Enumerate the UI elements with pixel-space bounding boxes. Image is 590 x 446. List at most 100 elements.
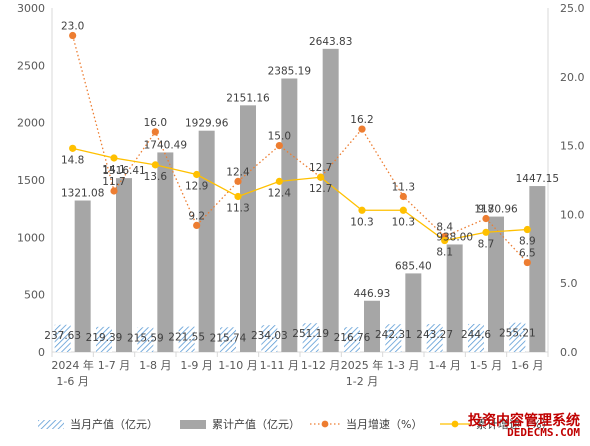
point-cumulative-growth: [193, 170, 201, 179]
y-left-tick-label: 1000: [17, 231, 45, 244]
x-tick-label: 1-5 月: [470, 359, 502, 372]
bar-monthly-output: [96, 326, 112, 352]
x-tick-label: 1-2 月: [346, 375, 378, 388]
bar-cumulative-output: [116, 178, 132, 352]
label-cumulative-output: 685.40: [395, 260, 432, 272]
x-tick-label: 1-8 月: [139, 359, 171, 372]
y-right-tick-label: 15.0: [560, 140, 585, 153]
label-monthly-growth: 8.4: [436, 221, 453, 233]
label-cumulative-output: 1740.49: [144, 139, 187, 151]
label-monthly-growth: 16.0: [144, 117, 167, 129]
point-monthly-growth: [234, 177, 242, 185]
label-cumulative-output: 938.00: [436, 231, 473, 243]
y-left-tick-label: 500: [24, 289, 45, 302]
label-cumulative-growth: 8.1: [436, 247, 453, 259]
legend-swatch-cumulative-output: [180, 420, 206, 429]
label-monthly-growth: 12.4: [226, 166, 250, 178]
label-cumulative-output: 446.93: [354, 288, 391, 300]
bar-monthly-output: [54, 324, 71, 352]
legend-label-cumulative-output: 累计产值（亿元）: [212, 417, 300, 431]
point-cumulative-growth: [482, 228, 490, 236]
point-monthly-growth: [399, 192, 407, 201]
point-cumulative-growth: [69, 144, 77, 152]
bar-monthly-output: [385, 324, 402, 352]
legend-marker-cumulative-growth: [451, 420, 459, 428]
watermark-title: 投资内容管理系统: [468, 413, 580, 429]
bar-monthly-output: [137, 327, 154, 352]
bar-cumulative-output: [322, 48, 339, 353]
label-cumulative-growth: 13.6: [144, 171, 168, 183]
line-monthly-growth: [72, 35, 528, 264]
label-monthly-output: 216.76: [334, 332, 371, 344]
x-tick-label: 2025 年: [341, 358, 384, 372]
label-cumulative-output: 1321.08: [61, 188, 104, 200]
y-right-tick-label: 20.0: [560, 71, 585, 84]
label-cumulative-output: 1516.41: [102, 165, 145, 177]
label-monthly-growth: 9.2: [188, 210, 205, 222]
bar-cumulative-output: [281, 78, 298, 352]
label-cumulative-output: 1929.96: [185, 118, 229, 130]
label-monthly-output: 215.59: [127, 332, 164, 344]
x-tick-label: 1-10 月: [218, 359, 257, 372]
bar-monthly-output: [178, 326, 195, 352]
point-monthly-growth: [358, 125, 366, 133]
label-monthly-output: 215.74: [210, 332, 247, 344]
label-monthly-growth: 11.7: [102, 176, 125, 188]
label-cumulative-growth: 8.9: [519, 236, 536, 248]
label-cumulative-growth: 10.3: [392, 216, 415, 228]
bar-monthly-output: [468, 323, 484, 352]
bar-cumulative-output: [446, 244, 463, 352]
bar-cumulative-output: [488, 216, 504, 352]
y-left-tick-label: 1500: [17, 174, 45, 187]
bar-monthly-output: [509, 322, 526, 352]
label-monthly-output: 237.63: [44, 330, 81, 342]
y-right-tick-label: 0.0: [560, 346, 578, 359]
label-cumulative-growth: 14.1: [102, 164, 125, 176]
label-cumulative-output: 1447.15: [516, 173, 559, 185]
point-monthly-growth: [482, 214, 490, 223]
point-cumulative-growth: [523, 225, 531, 234]
x-tick-label: 1-6 月: [511, 359, 543, 372]
watermark-domain: DEDECMS.COM: [507, 426, 580, 439]
legend-swatch-monthly-output: [38, 420, 64, 429]
x-tick-label: 1-11 月: [260, 359, 299, 372]
point-monthly-growth: [69, 31, 77, 40]
bar-monthly-output: [220, 327, 236, 352]
label-cumulative-growth: 10.3: [350, 216, 373, 228]
label-cumulative-output: 2385.19: [268, 65, 311, 77]
point-monthly-growth: [193, 221, 201, 230]
label-monthly-output: 255.21: [499, 328, 536, 340]
point-monthly-growth: [275, 142, 283, 150]
label-monthly-growth: 12.7: [309, 162, 332, 174]
bar-cumulative-output: [529, 186, 546, 352]
point-cumulative-growth: [275, 177, 283, 185]
bar-cumulative-output: [157, 152, 174, 352]
y-left-tick-label: 2500: [17, 59, 45, 72]
line-cumulative-growth: [72, 147, 528, 242]
point-cumulative-growth: [358, 206, 366, 214]
bar-monthly-output: [426, 324, 443, 352]
y-right-tick-label: 5.0: [560, 277, 578, 290]
bar-cumulative-output: [198, 130, 215, 352]
label-monthly-growth: 23.0: [61, 21, 84, 33]
y-left-tick-label: 0: [38, 346, 45, 359]
label-cumulative-growth: 14.8: [61, 154, 84, 166]
bar-monthly-output: [302, 323, 319, 352]
label-monthly-output: 244.6: [461, 329, 491, 341]
bar-cumulative-output: [405, 273, 422, 352]
bar-monthly-output: [344, 327, 360, 352]
point-monthly-growth: [110, 187, 118, 195]
label-cumulative-output: 2151.16: [226, 92, 270, 104]
bar-cumulative-output: [364, 300, 380, 352]
label-cumulative-output: 2643.83: [309, 36, 352, 48]
legend-label-monthly-growth: 当月增速（%）: [346, 417, 422, 431]
label-cumulative-growth: 12.9: [185, 180, 208, 192]
label-monthly-growth: 6.5: [519, 248, 536, 260]
x-tick-label: 1-12 月: [301, 359, 340, 372]
label-monthly-growth: 11.3: [392, 182, 415, 194]
point-monthly-growth: [523, 258, 531, 267]
x-tick-label: 1-6 月: [56, 375, 88, 388]
bar-monthly-output: [261, 325, 278, 352]
x-tick-label: 2024 年: [51, 358, 94, 372]
